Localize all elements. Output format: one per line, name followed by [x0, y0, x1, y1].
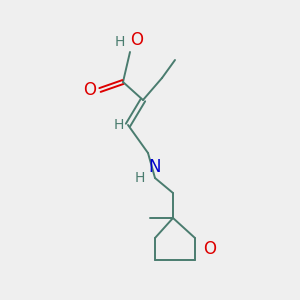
Text: H: H	[114, 118, 124, 132]
Text: O: O	[203, 240, 216, 258]
Text: O: O	[130, 31, 143, 49]
Text: H: H	[135, 171, 145, 185]
Text: H: H	[115, 35, 125, 49]
Text: N: N	[149, 158, 161, 176]
Text: O: O	[83, 81, 96, 99]
